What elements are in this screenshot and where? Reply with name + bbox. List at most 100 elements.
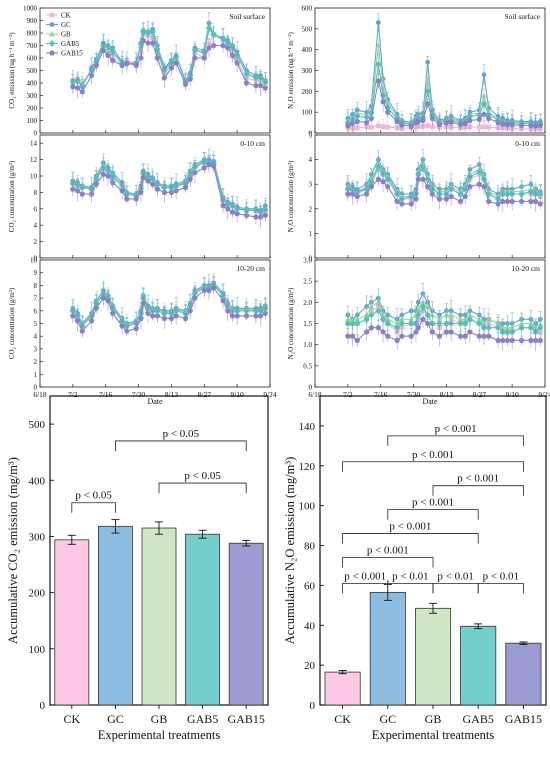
data-point (210, 163, 217, 169)
data-point (368, 311, 375, 319)
data-point (74, 187, 81, 194)
data-point (481, 183, 487, 190)
y-tick-label: 700 (27, 42, 38, 50)
panel-title: Soil surface (504, 12, 540, 21)
data-point (144, 29, 152, 36)
data-point (79, 88, 86, 95)
legend-label: GC (61, 21, 71, 29)
data-point (220, 42, 226, 48)
data-point (504, 337, 511, 343)
data-point (123, 322, 131, 330)
data-point (476, 181, 483, 187)
y-tick-label: 500 (27, 67, 38, 75)
data-point (145, 177, 151, 184)
y-tick-label: 900 (27, 17, 38, 25)
significance-bracket: p < 0.001 (342, 570, 389, 594)
data-point (100, 47, 107, 53)
data-point (243, 312, 250, 319)
x-tick-label: 8/27 (198, 390, 212, 399)
panel-frame (314, 134, 546, 259)
data-point (425, 123, 431, 129)
data-point (494, 324, 502, 331)
data-point (140, 174, 147, 181)
y-axis-title: CO₂ concentration (g/m³) (8, 160, 16, 232)
data-point (393, 324, 401, 331)
data-point (229, 312, 236, 319)
data-point (424, 311, 431, 319)
y-tick-label: 300 (302, 67, 313, 75)
x-tick-label: GB (151, 712, 168, 726)
data-point (448, 193, 454, 199)
y-tick-label: 0 (34, 384, 38, 392)
data-point (192, 55, 198, 61)
data-point (518, 122, 525, 128)
data-point (210, 31, 217, 38)
series-GAB15 (70, 155, 269, 228)
data-point (149, 176, 156, 183)
y-tick-label: 4 (34, 333, 38, 341)
data-point (457, 320, 464, 327)
y-tick-label: 14 (30, 140, 38, 148)
data-point (173, 312, 179, 319)
data-point (394, 337, 400, 343)
x-tick-label: 7/2 (343, 390, 353, 399)
y-tick-label: 2 (309, 205, 313, 213)
y-tick-label: 500 (29, 419, 46, 431)
data-point (234, 60, 240, 66)
data-point (138, 189, 144, 195)
significance-label: p < 0.05 (163, 428, 200, 440)
y-tick-label: 200 (302, 88, 313, 96)
data-point (424, 183, 431, 190)
time-panel-6: 0 0.5 1.0 1.5 2.0 2.5 3.0 6/18 7/2 7/16 7/30 8/13 8/… (287, 257, 550, 407)
panel-title: 10-20 cm (511, 264, 540, 273)
panel-title: 0-10 cm (240, 139, 265, 148)
data-point (443, 120, 450, 126)
data-point (436, 195, 443, 202)
y-tick-label: 4 (34, 222, 38, 230)
legend-marker (49, 22, 55, 27)
bracket-line (342, 533, 479, 544)
data-point (140, 28, 147, 35)
y-axis-title: CO₂ emission (ug h⁻¹ m⁻²) (8, 32, 16, 109)
significance-label: p < 0.01 (437, 570, 473, 582)
data-point (168, 65, 175, 71)
bar-GAB15 (505, 642, 542, 706)
data-point (243, 212, 250, 218)
significance-label: p < 0.001 (457, 473, 499, 485)
data-point (224, 45, 231, 51)
data-point (137, 41, 145, 48)
data-point (457, 190, 464, 198)
series-GAB5 (344, 156, 544, 210)
data-point (173, 60, 179, 66)
data-point (109, 310, 116, 316)
y-tick-label: 1 (34, 371, 38, 379)
data-point (429, 124, 435, 130)
y-tick-label: 500 (302, 25, 313, 33)
data-point (105, 173, 111, 179)
bar-GAB15 (228, 542, 264, 706)
data-point (149, 40, 156, 46)
bar-GB (414, 607, 452, 706)
data-point (154, 312, 161, 319)
data-point (257, 312, 264, 319)
data-point (481, 333, 487, 339)
data-point (262, 310, 269, 316)
data-point (109, 57, 116, 63)
data-point (243, 207, 250, 214)
data-point (220, 202, 226, 208)
significance-bracket: p < 0.05 (115, 428, 247, 451)
y-tick-label: 3 (34, 345, 38, 353)
data-point (243, 307, 250, 314)
series-GAB15 (345, 73, 544, 133)
time-panel-1: 0 100 200 300 400 500 600 700 800 900 1000 CO₂ emis… (8, 5, 271, 138)
data-point (375, 20, 381, 25)
data-point (205, 24, 213, 32)
bar-panel-1: 0 100 200 300 400 500 CK GC GB GAB5 GAB15 Experimen… (6, 395, 269, 742)
data-point (229, 52, 236, 58)
data-point (79, 184, 86, 191)
data-point (380, 124, 386, 130)
y-tick-label: 600 (302, 5, 313, 13)
data-point (436, 121, 443, 128)
data-point (363, 328, 370, 335)
